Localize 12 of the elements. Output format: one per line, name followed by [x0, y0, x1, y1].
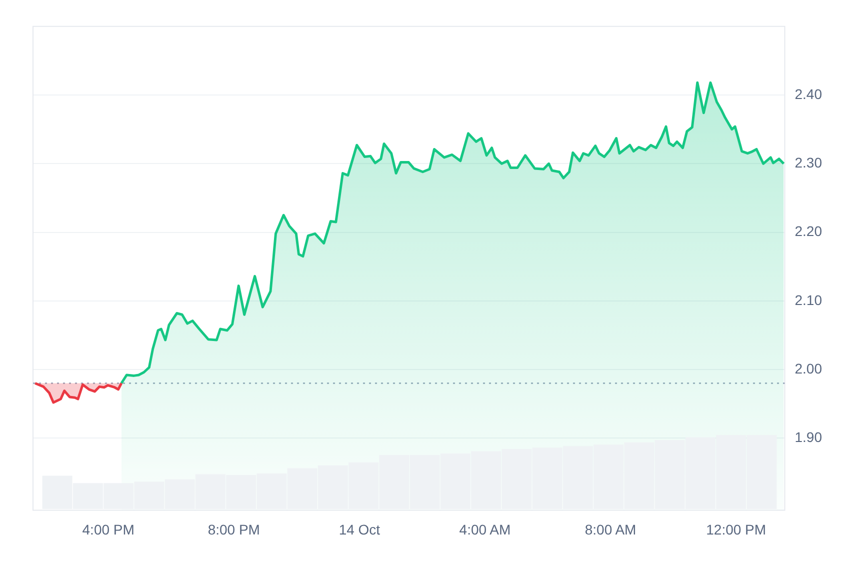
x-tick-label: 8:00 PM [208, 521, 260, 538]
x-tick-label: 12:00 PM [706, 521, 766, 538]
y-tick-label: 2.30 [794, 154, 822, 171]
y-tick-label: 2.00 [794, 360, 822, 376]
y-tick-label: 2.10 [794, 292, 822, 308]
x-tick-label: 8:00 AM [584, 521, 636, 538]
x-tick-label: 4:00 AM [459, 521, 511, 538]
y-tick-label: 2.40 [794, 86, 822, 102]
y-tick-label: 1.90 [794, 429, 822, 446]
y-tick-label: 2.20 [794, 223, 822, 240]
x-tick-label: 4:00 PM [82, 521, 134, 538]
x-tick-label: 14 Oct [338, 521, 380, 538]
